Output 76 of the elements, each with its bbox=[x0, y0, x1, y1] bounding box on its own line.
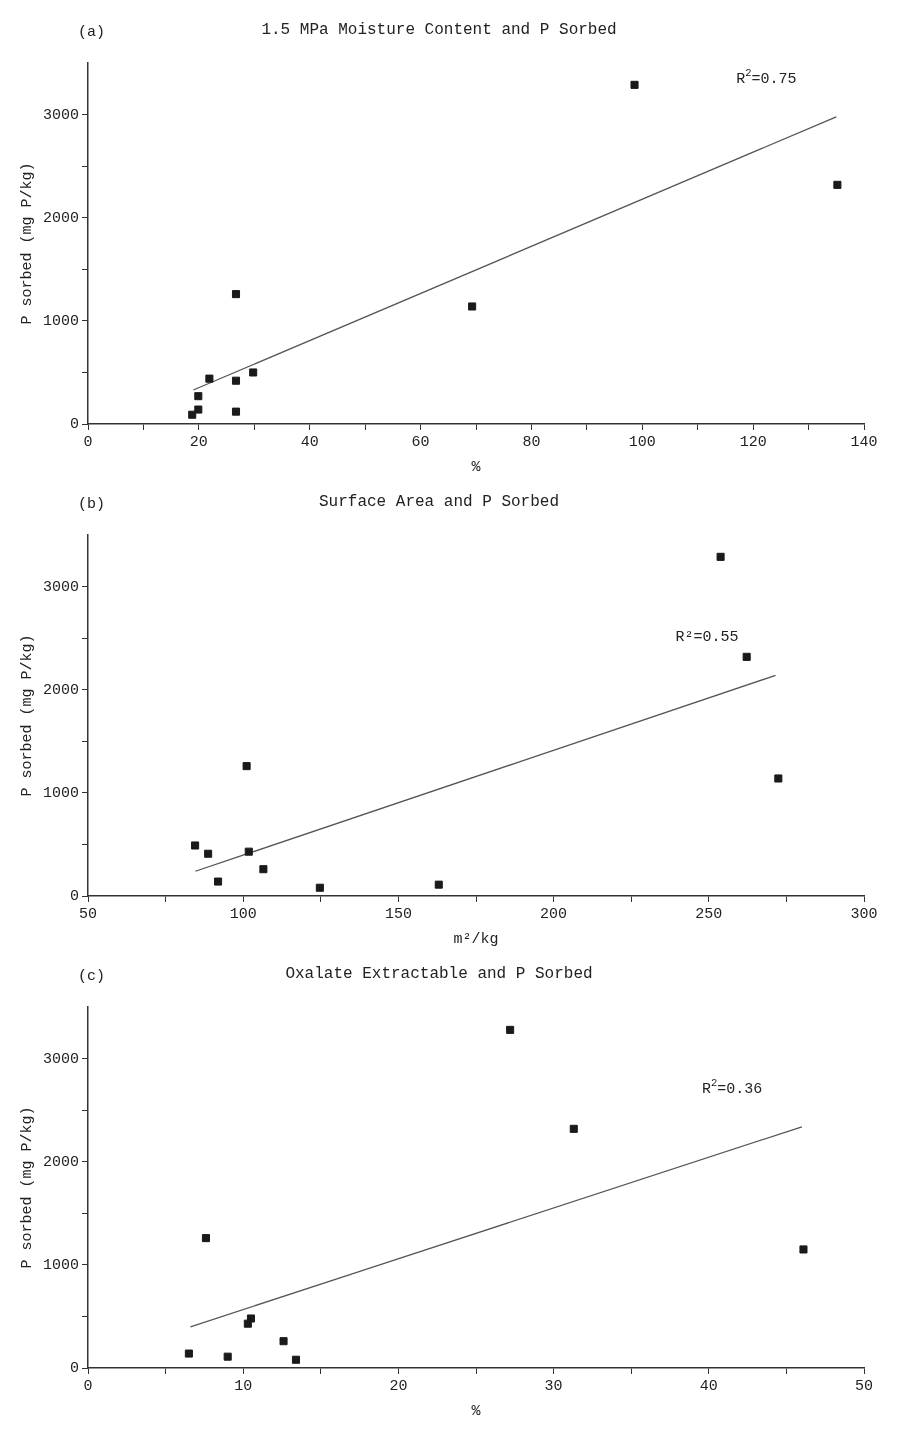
text: (c) bbox=[78, 968, 106, 985]
x-axis-title: % bbox=[471, 1402, 482, 1420]
point bbox=[249, 368, 258, 377]
point bbox=[231, 376, 241, 385]
x-tick-label: 50 bbox=[854, 1377, 874, 1395]
x-tick-label: 30 bbox=[544, 1377, 563, 1395]
y-tick-label: 0 bbox=[69, 1359, 80, 1377]
chart-title: 1.5 MPa Moisture Content and P Sorbed bbox=[261, 20, 617, 39]
y-tick-label: 3000 bbox=[42, 106, 80, 124]
x-tick-label: 20 bbox=[389, 1377, 408, 1395]
y-axis-title: P sorbed (mg P/kg) bbox=[18, 1106, 36, 1269]
point bbox=[630, 80, 639, 89]
point bbox=[569, 1124, 578, 1133]
y-tick-label: 1000 bbox=[42, 1256, 80, 1274]
point bbox=[242, 762, 251, 771]
y-tick-label: 1000 bbox=[42, 784, 80, 802]
chart-title: Surface Area and P Sorbed bbox=[318, 492, 560, 511]
point bbox=[259, 865, 268, 874]
point bbox=[506, 1025, 515, 1034]
y-tick-label: 2000 bbox=[42, 681, 80, 699]
point bbox=[194, 405, 203, 414]
y-tick-label: 1000 bbox=[42, 312, 80, 330]
x-tick-label: 120 bbox=[739, 433, 767, 451]
y-tick-label: 2000 bbox=[42, 209, 80, 227]
annotation: R²=0.55 bbox=[675, 629, 739, 647]
point bbox=[204, 849, 213, 858]
y-tick-label: 0 bbox=[69, 887, 80, 905]
point bbox=[774, 774, 783, 783]
x-tick-label: 40 bbox=[300, 433, 319, 451]
point bbox=[194, 392, 203, 401]
point bbox=[243, 1319, 252, 1328]
x-tick-label: 0 bbox=[83, 1377, 93, 1395]
x-tick-label: 0 bbox=[83, 433, 93, 451]
x-axis-title: m²/kg bbox=[453, 930, 499, 948]
x-tick-label: 40 bbox=[699, 1377, 718, 1395]
chart-title: Oxalate Extractable and P Sorbed bbox=[285, 964, 593, 983]
x-tick-label: 60 bbox=[411, 433, 430, 451]
y-tick-label: 2000 bbox=[42, 1153, 80, 1171]
point bbox=[315, 883, 324, 892]
x-axis-title: % bbox=[471, 458, 482, 476]
y-tick-label: 0 bbox=[69, 415, 80, 433]
y-tick-label: 3000 bbox=[42, 578, 80, 596]
text: (a) bbox=[78, 24, 106, 41]
point bbox=[799, 1245, 808, 1254]
x-tick-label: 10 bbox=[234, 1377, 253, 1395]
x-tick-label: 250 bbox=[695, 905, 723, 923]
x-tick-label: 200 bbox=[540, 905, 568, 923]
x-tick-label: 300 bbox=[850, 905, 878, 923]
x-tick-label: 80 bbox=[522, 433, 541, 451]
x-tick-label: 100 bbox=[628, 433, 656, 451]
x-tick-label: 50 bbox=[79, 905, 98, 923]
point bbox=[214, 877, 223, 886]
y-axis-title: P sorbed (mg P/kg) bbox=[18, 162, 36, 325]
point bbox=[201, 1234, 210, 1243]
point bbox=[205, 374, 214, 383]
point bbox=[231, 290, 241, 299]
point bbox=[742, 652, 751, 661]
point bbox=[833, 180, 842, 189]
point bbox=[279, 1337, 288, 1346]
point bbox=[188, 410, 197, 419]
point bbox=[434, 880, 443, 889]
x-tick-label: 150 bbox=[384, 905, 412, 923]
y-tick-label: 3000 bbox=[42, 1050, 80, 1068]
point bbox=[716, 552, 725, 561]
point bbox=[184, 1349, 193, 1358]
point bbox=[468, 302, 477, 311]
point bbox=[231, 407, 241, 416]
point bbox=[244, 847, 253, 856]
point bbox=[223, 1352, 232, 1361]
y-axis-title: P sorbed (mg P/kg) bbox=[18, 634, 36, 797]
text: (b) bbox=[78, 496, 106, 513]
point bbox=[291, 1355, 301, 1364]
point bbox=[191, 841, 200, 850]
x-tick-label: 140 bbox=[850, 433, 878, 451]
x-tick-label: 100 bbox=[229, 905, 257, 923]
x-tick-label: 20 bbox=[189, 433, 208, 451]
